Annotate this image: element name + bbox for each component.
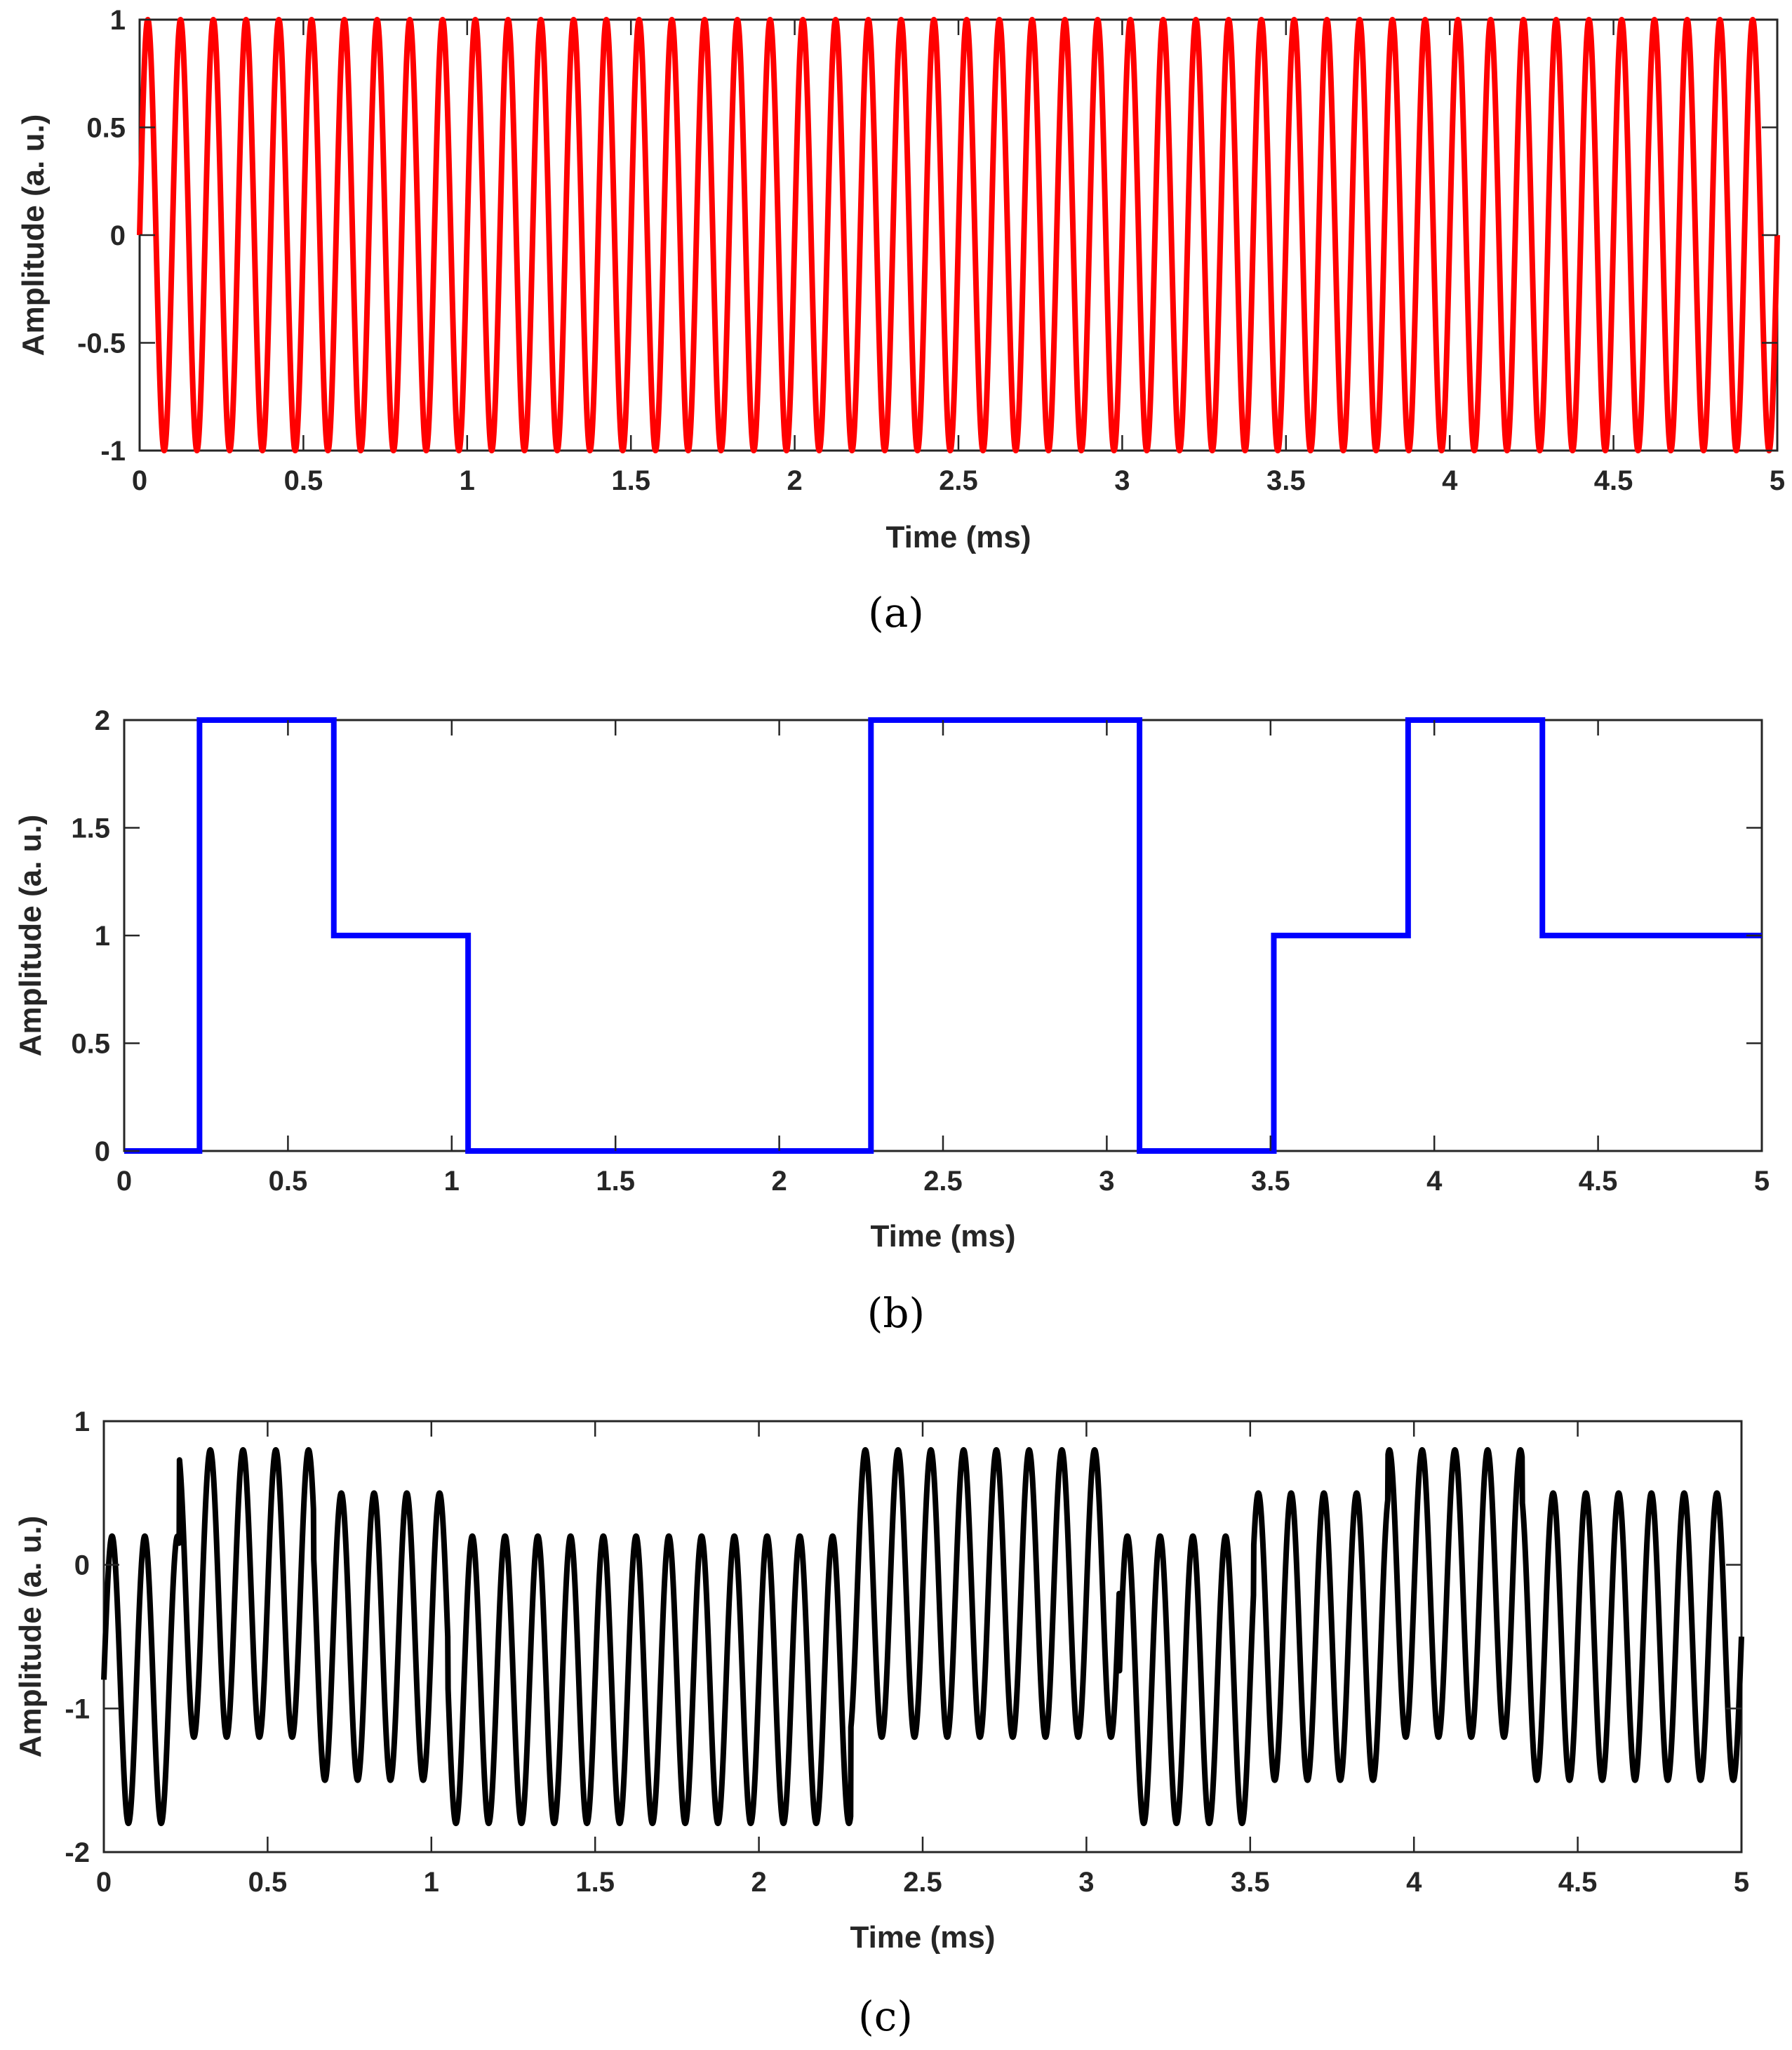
y-ticks-a: -1 -0.5 0 0.5 1 [77, 5, 1777, 467]
x-tick-label: 1.5 [611, 465, 650, 496]
caption-a: (a) [868, 589, 924, 637]
caption-b: (b) [867, 1289, 925, 1337]
signal-line-b [124, 717, 1762, 1154]
y-tick-label: 0 [95, 1136, 110, 1167]
x-tick-label: 2 [771, 1166, 787, 1197]
x-tick-label: 1 [444, 1166, 460, 1197]
x-tick-label: 3 [1099, 1166, 1114, 1197]
x-tick-label: 0.5 [248, 1867, 288, 1898]
x-tick-label: 1 [424, 1867, 439, 1898]
x-tick-label: 1 [460, 465, 475, 496]
x-tick-label: 4.5 [1558, 1867, 1598, 1898]
signal-line-c [101, 1446, 1744, 1827]
x-tick-label: 2.5 [923, 1166, 963, 1197]
x-tick-label: 3.5 [1266, 465, 1306, 496]
x-tick-label: 4 [1426, 1166, 1443, 1197]
y-tick-label: 2 [95, 705, 110, 736]
y-tick-label: -0.5 [77, 328, 126, 359]
y-tick-label: -2 [65, 1837, 90, 1868]
x-axis-label-c: Time (ms) [850, 1920, 995, 1955]
x-tick-label: 4.5 [1594, 465, 1633, 496]
y-ticks-c: -2 -1 0 1 [65, 1406, 1741, 1868]
x-tick-label: 2.5 [903, 1867, 942, 1898]
x-tick-label: 2.5 [939, 465, 978, 496]
x-tick-label: 5 [1734, 1867, 1749, 1898]
x-tick-label: 5 [1770, 465, 1785, 496]
y-tick-label: 1 [95, 921, 110, 952]
x-tick-label: 3 [1114, 465, 1130, 496]
x-ticks-a: 0 0.5 1 1.5 2 2.5 3 3.5 4 4.5 5 [132, 20, 1785, 496]
panel-b: 0 0.5 1 1.5 2 2.5 3 3.5 4 4.5 5 0 0.5 1 1.5 2 Time (ms… [13, 705, 1770, 1337]
x-axis-label-b: Time (ms) [870, 1219, 1015, 1253]
panel-c: 0 0.5 1 1.5 2 2.5 3 3.5 4 4.5 5 -2 -1 0 1 Time (ms) A… [13, 1406, 1749, 2040]
y-tick-label: 0.5 [71, 1029, 110, 1060]
y-tick-label: 0.5 [86, 113, 126, 144]
x-tick-label: 3.5 [1231, 1867, 1270, 1898]
y-tick-label: -1 [100, 436, 126, 467]
y-tick-label: -1 [65, 1693, 90, 1724]
y-tick-label: 1 [74, 1406, 90, 1437]
x-tick-label: 1.5 [575, 1867, 615, 1898]
y-tick-label: 1 [110, 5, 126, 36]
x-tick-label: 0.5 [284, 465, 323, 496]
x-tick-label: 2 [751, 1867, 766, 1898]
panel-a: 0 0.5 1 1.5 2 2.5 3 3.5 4 4.5 5 -1 -0.5 0 0.5 1 Time (… [16, 5, 1785, 637]
x-tick-label: 4 [1442, 465, 1458, 496]
x-tick-label: 0 [132, 465, 147, 496]
y-axis-label-c: Amplitude (a. u.) [13, 1516, 48, 1758]
x-axis-label-a: Time (ms) [885, 520, 1031, 554]
y-axis-label-b: Amplitude (a. u.) [13, 815, 48, 1057]
y-tick-label: 1.5 [71, 813, 110, 844]
x-tick-label: 0 [96, 1867, 112, 1898]
y-tick-label: 0 [74, 1550, 90, 1581]
x-tick-label: 3 [1078, 1867, 1094, 1898]
x-tick-label: 4.5 [1579, 1166, 1618, 1197]
y-tick-label: 0 [110, 220, 126, 251]
x-tick-label: 0.5 [269, 1166, 308, 1197]
x-tick-label: 5 [1754, 1166, 1770, 1197]
x-ticks-b: 0 0.5 1 1.5 2 2.5 3 3.5 4 4.5 5 [116, 720, 1770, 1197]
x-tick-label: 3.5 [1251, 1166, 1290, 1197]
caption-c: (c) [858, 1992, 913, 2040]
x-ticks-c: 0 0.5 1 1.5 2 2.5 3 3.5 4 4.5 5 [96, 1421, 1749, 1898]
x-tick-label: 0 [116, 1166, 132, 1197]
signal-line-a [137, 17, 1780, 453]
x-tick-label: 4 [1406, 1867, 1422, 1898]
y-ticks-b: 0 0.5 1 1.5 2 [71, 705, 1762, 1167]
x-tick-label: 1.5 [596, 1166, 635, 1197]
y-axis-label-a: Amplitude (a. u.) [16, 114, 51, 357]
x-tick-label: 2 [787, 465, 802, 496]
